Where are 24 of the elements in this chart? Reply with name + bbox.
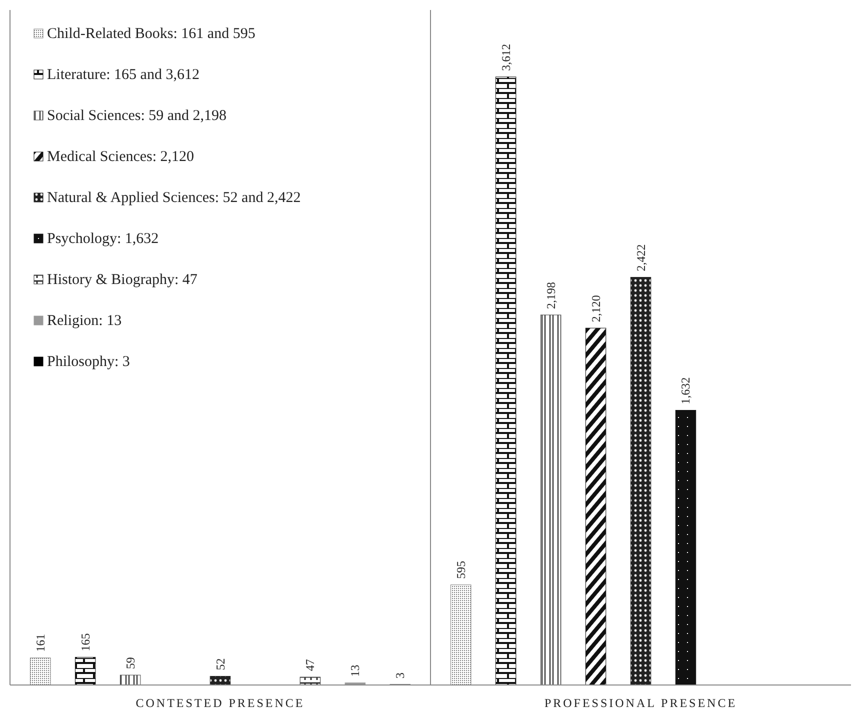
legend-label: Psychology: 1,632 [47, 231, 159, 247]
data-label: 59 [123, 657, 138, 670]
legend-label: Medical Sciences: 2,120 [47, 149, 194, 165]
data-label: 13 [348, 664, 362, 677]
data-label: 161 [33, 634, 48, 652]
legend-label: Social Sciences: 59 and 2,198 [47, 108, 227, 124]
data-label: 3 [393, 672, 408, 678]
legend-label: Natural & Applied Sciences: 52 and 2,422 [47, 190, 301, 206]
x-tick-label: PROFESSIONAL PRESENCE [544, 696, 738, 710]
x-tick-label: CONTESTED PRESENCE [136, 696, 305, 710]
data-label: 2,422 [634, 244, 648, 272]
legend-label: Child-Related Books: 161 and 595 [47, 26, 256, 42]
data-label: 595 [454, 560, 468, 579]
data-label: 165 [78, 633, 92, 652]
legend-label: Literature: 165 and 3,612 [47, 67, 200, 83]
data-label: 1,632 [678, 377, 693, 404]
data-label: 3,612 [498, 44, 513, 71]
data-label: 2,198 [544, 282, 558, 309]
data-label: 47 [303, 659, 318, 672]
legend-label: History & Biography: 47 [47, 272, 198, 288]
data-label: 2,120 [588, 295, 603, 322]
legend-label: Philosophy: 3 [47, 354, 130, 370]
legend-label: Religion: 13 [47, 313, 122, 329]
data-label: 52 [213, 658, 228, 670]
